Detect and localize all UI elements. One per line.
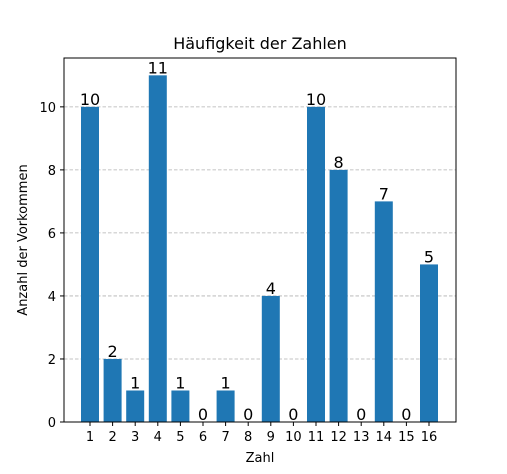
- data-label-13: 0: [356, 405, 366, 424]
- data-label-7: 1: [221, 373, 231, 392]
- data-label-2: 2: [108, 342, 118, 361]
- x-tick-label-9: 9: [267, 430, 275, 445]
- x-tick-label-6: 6: [199, 430, 207, 445]
- bar-12: [329, 169, 348, 422]
- data-label-12: 8: [334, 153, 344, 172]
- bar-5: [171, 390, 190, 422]
- bar-16: [420, 264, 438, 422]
- x-tick-label-16: 16: [421, 430, 438, 445]
- x-tick-label-13: 13: [353, 430, 370, 445]
- bar-7: [216, 390, 235, 422]
- y-tick-label-4: 4: [48, 290, 56, 305]
- y-axis-label: Anzahl der Vorkommen: [16, 164, 31, 315]
- data-label-4: 11: [148, 58, 168, 77]
- chart-title: Häufigkeit der Zahlen: [173, 34, 347, 53]
- x-tick-label-15: 15: [398, 430, 415, 445]
- bar-4: [148, 75, 167, 422]
- data-label-11: 10: [306, 90, 326, 109]
- bar-11: [307, 106, 325, 423]
- x-tick-label-1: 1: [86, 430, 94, 445]
- data-label-5: 1: [175, 373, 185, 392]
- data-label-1: 10: [80, 90, 100, 109]
- x-tick-label-10: 10: [285, 430, 302, 445]
- bar-3: [126, 390, 145, 422]
- data-label-6: 0: [198, 405, 208, 424]
- x-axis-label: Zahl: [246, 451, 275, 466]
- x-tick-label-3: 3: [131, 430, 139, 445]
- y-tick-label-8: 8: [48, 164, 56, 179]
- bar-9: [261, 295, 280, 422]
- data-label-15: 0: [401, 405, 411, 424]
- x-tick-label-5: 5: [176, 430, 184, 445]
- x-tick-label-2: 2: [108, 430, 116, 445]
- data-label-16: 5: [424, 247, 434, 266]
- x-tick-label-11: 11: [308, 430, 325, 445]
- bar-1: [81, 106, 99, 423]
- y-tick-label-6: 6: [48, 227, 56, 242]
- data-label-3: 1: [130, 373, 140, 392]
- y-axis: 0 2 4 6 8 10: [39, 101, 64, 431]
- x-tick-label-12: 12: [330, 430, 347, 445]
- x-tick-label-7: 7: [221, 430, 229, 445]
- plot-frame: [63, 57, 457, 423]
- y-tick-label-2: 2: [48, 353, 56, 368]
- data-label-10: 0: [288, 405, 298, 424]
- bar-14: [374, 201, 393, 422]
- x-tick-label-4: 4: [154, 430, 162, 445]
- bar-2: [103, 358, 122, 422]
- bars: [81, 75, 438, 423]
- y-tick-label-10: 10: [39, 101, 56, 116]
- y-tick-label-0: 0: [48, 416, 56, 431]
- data-label-14: 7: [379, 184, 389, 203]
- x-tick-label-14: 14: [376, 430, 393, 445]
- data-label-9: 4: [266, 279, 276, 298]
- x-axis: 1 2 3 4 5 6 7 8 9 10 11 12 13 14 15 16: [86, 422, 437, 445]
- x-tick-label-8: 8: [244, 430, 252, 445]
- data-label-8: 0: [243, 405, 253, 424]
